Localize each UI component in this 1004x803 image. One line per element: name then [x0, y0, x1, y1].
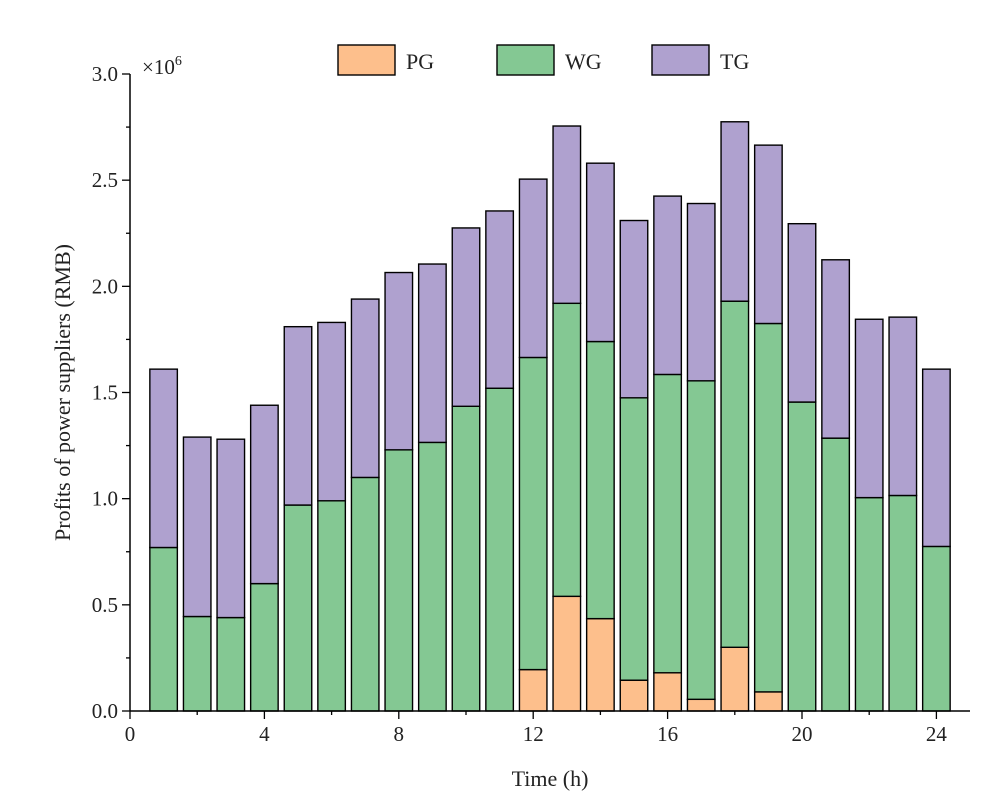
bar-wg-16: [653, 373, 683, 674]
bar-tg-3: [216, 438, 246, 619]
legend-label-pg: PG: [406, 49, 434, 74]
bar-tg-20: [787, 222, 817, 403]
x-tick-label: 8: [394, 722, 405, 746]
plot-area: [149, 121, 951, 712]
axes: 0 4 8 12 16 20 24 0.0 0.5 1.0 1.5 2.0 2.5 3.0: [92, 62, 970, 746]
x-axis-title: Time (h): [512, 766, 589, 791]
bar-tg-19: [753, 144, 783, 325]
bar-wg-22: [854, 496, 884, 712]
x-tick-label: 16: [657, 722, 678, 746]
bar-tg-16: [653, 195, 683, 376]
bar-tg-22: [854, 318, 884, 499]
bar-wg-23: [888, 494, 918, 712]
bar-tg-10: [451, 227, 481, 408]
bar-wg-12: [518, 356, 548, 671]
bar-tg-18: [720, 121, 750, 302]
bar-tg-11: [485, 210, 515, 389]
y-ticks: 0.0 0.5 1.0 1.5 2.0 2.5 3.0: [92, 62, 130, 723]
bar-pg-12: [518, 668, 548, 712]
y-tick-label: 1.5: [92, 381, 118, 405]
bar-tg-7: [350, 298, 380, 479]
bar-pg-13: [552, 595, 582, 712]
y-tick-label: 2.5: [92, 168, 118, 192]
y-axis-title: Profits of power suppliers (RMB): [50, 244, 75, 541]
x-tick-label: 20: [792, 722, 813, 746]
bar-tg-14: [585, 162, 615, 343]
legend-label-tg: TG: [720, 49, 749, 74]
bar-wg-20: [787, 401, 817, 712]
legend-label-wg: WG: [565, 49, 602, 74]
x-tick-label: 24: [926, 722, 948, 746]
legend-swatch-wg: [496, 44, 555, 76]
bar-wg-24: [921, 545, 951, 712]
y-axis-multiplier: ×106: [142, 54, 182, 79]
bar-pg-14: [585, 617, 615, 712]
bar-wg-10: [451, 405, 481, 712]
bar-tg-9: [417, 263, 447, 444]
bar-tg-6: [317, 321, 347, 502]
y-tick-label: 0.5: [92, 593, 118, 617]
bar-wg-18: [720, 300, 750, 649]
bar-wg-14: [585, 340, 615, 620]
bar-tg-23: [888, 316, 918, 497]
bar-pg-18: [720, 646, 750, 712]
bar-wg-4: [249, 582, 279, 712]
legend-swatch-tg: [651, 44, 710, 76]
bar-tg-4: [249, 404, 279, 585]
bar-tg-13: [552, 125, 582, 305]
bar-tg-5: [283, 325, 313, 506]
bar-tg-2: [182, 436, 212, 618]
y-tick-label: 2.0: [92, 274, 118, 298]
bar-wg-21: [821, 437, 851, 712]
bar-pg-16: [653, 672, 683, 712]
bar-wg-3: [216, 616, 246, 712]
bar-wg-9: [417, 441, 447, 712]
x-ticks: 0 4 8 12 16 20 24: [125, 711, 948, 746]
x-tick-label: 12: [523, 722, 544, 746]
bar-tg-12: [518, 178, 548, 359]
legend: PG WG TG: [337, 44, 749, 76]
x-tick-label: 0: [125, 722, 136, 746]
bar-wg-6: [317, 500, 347, 712]
bar-wg-15: [619, 397, 649, 681]
bar-tg-24: [921, 368, 951, 548]
bar-wg-1: [149, 546, 179, 712]
bar-wg-5: [283, 504, 313, 712]
bar-wg-2: [182, 615, 212, 712]
bar-wg-7: [350, 476, 380, 712]
bar-tg-15: [619, 219, 649, 399]
y-tick-label: 0.0: [92, 699, 118, 723]
bar-pg-15: [619, 679, 649, 712]
bar-wg-11: [485, 387, 515, 712]
bar-tg-8: [384, 271, 414, 451]
bar-tg-1: [149, 368, 179, 549]
bar-tg-17: [686, 202, 716, 382]
y-tick-label: 1.0: [92, 487, 118, 511]
bar-wg-19: [753, 322, 783, 693]
bar-wg-17: [686, 380, 716, 701]
bar-wg-8: [384, 449, 414, 712]
bar-pg-17: [686, 698, 716, 712]
legend-swatch-pg: [337, 44, 396, 76]
y-tick-label: 3.0: [92, 62, 118, 86]
bar-pg-19: [753, 691, 783, 712]
bar-wg-13: [552, 302, 582, 598]
x-tick-label: 4: [259, 722, 270, 746]
bar-tg-21: [821, 259, 851, 439]
